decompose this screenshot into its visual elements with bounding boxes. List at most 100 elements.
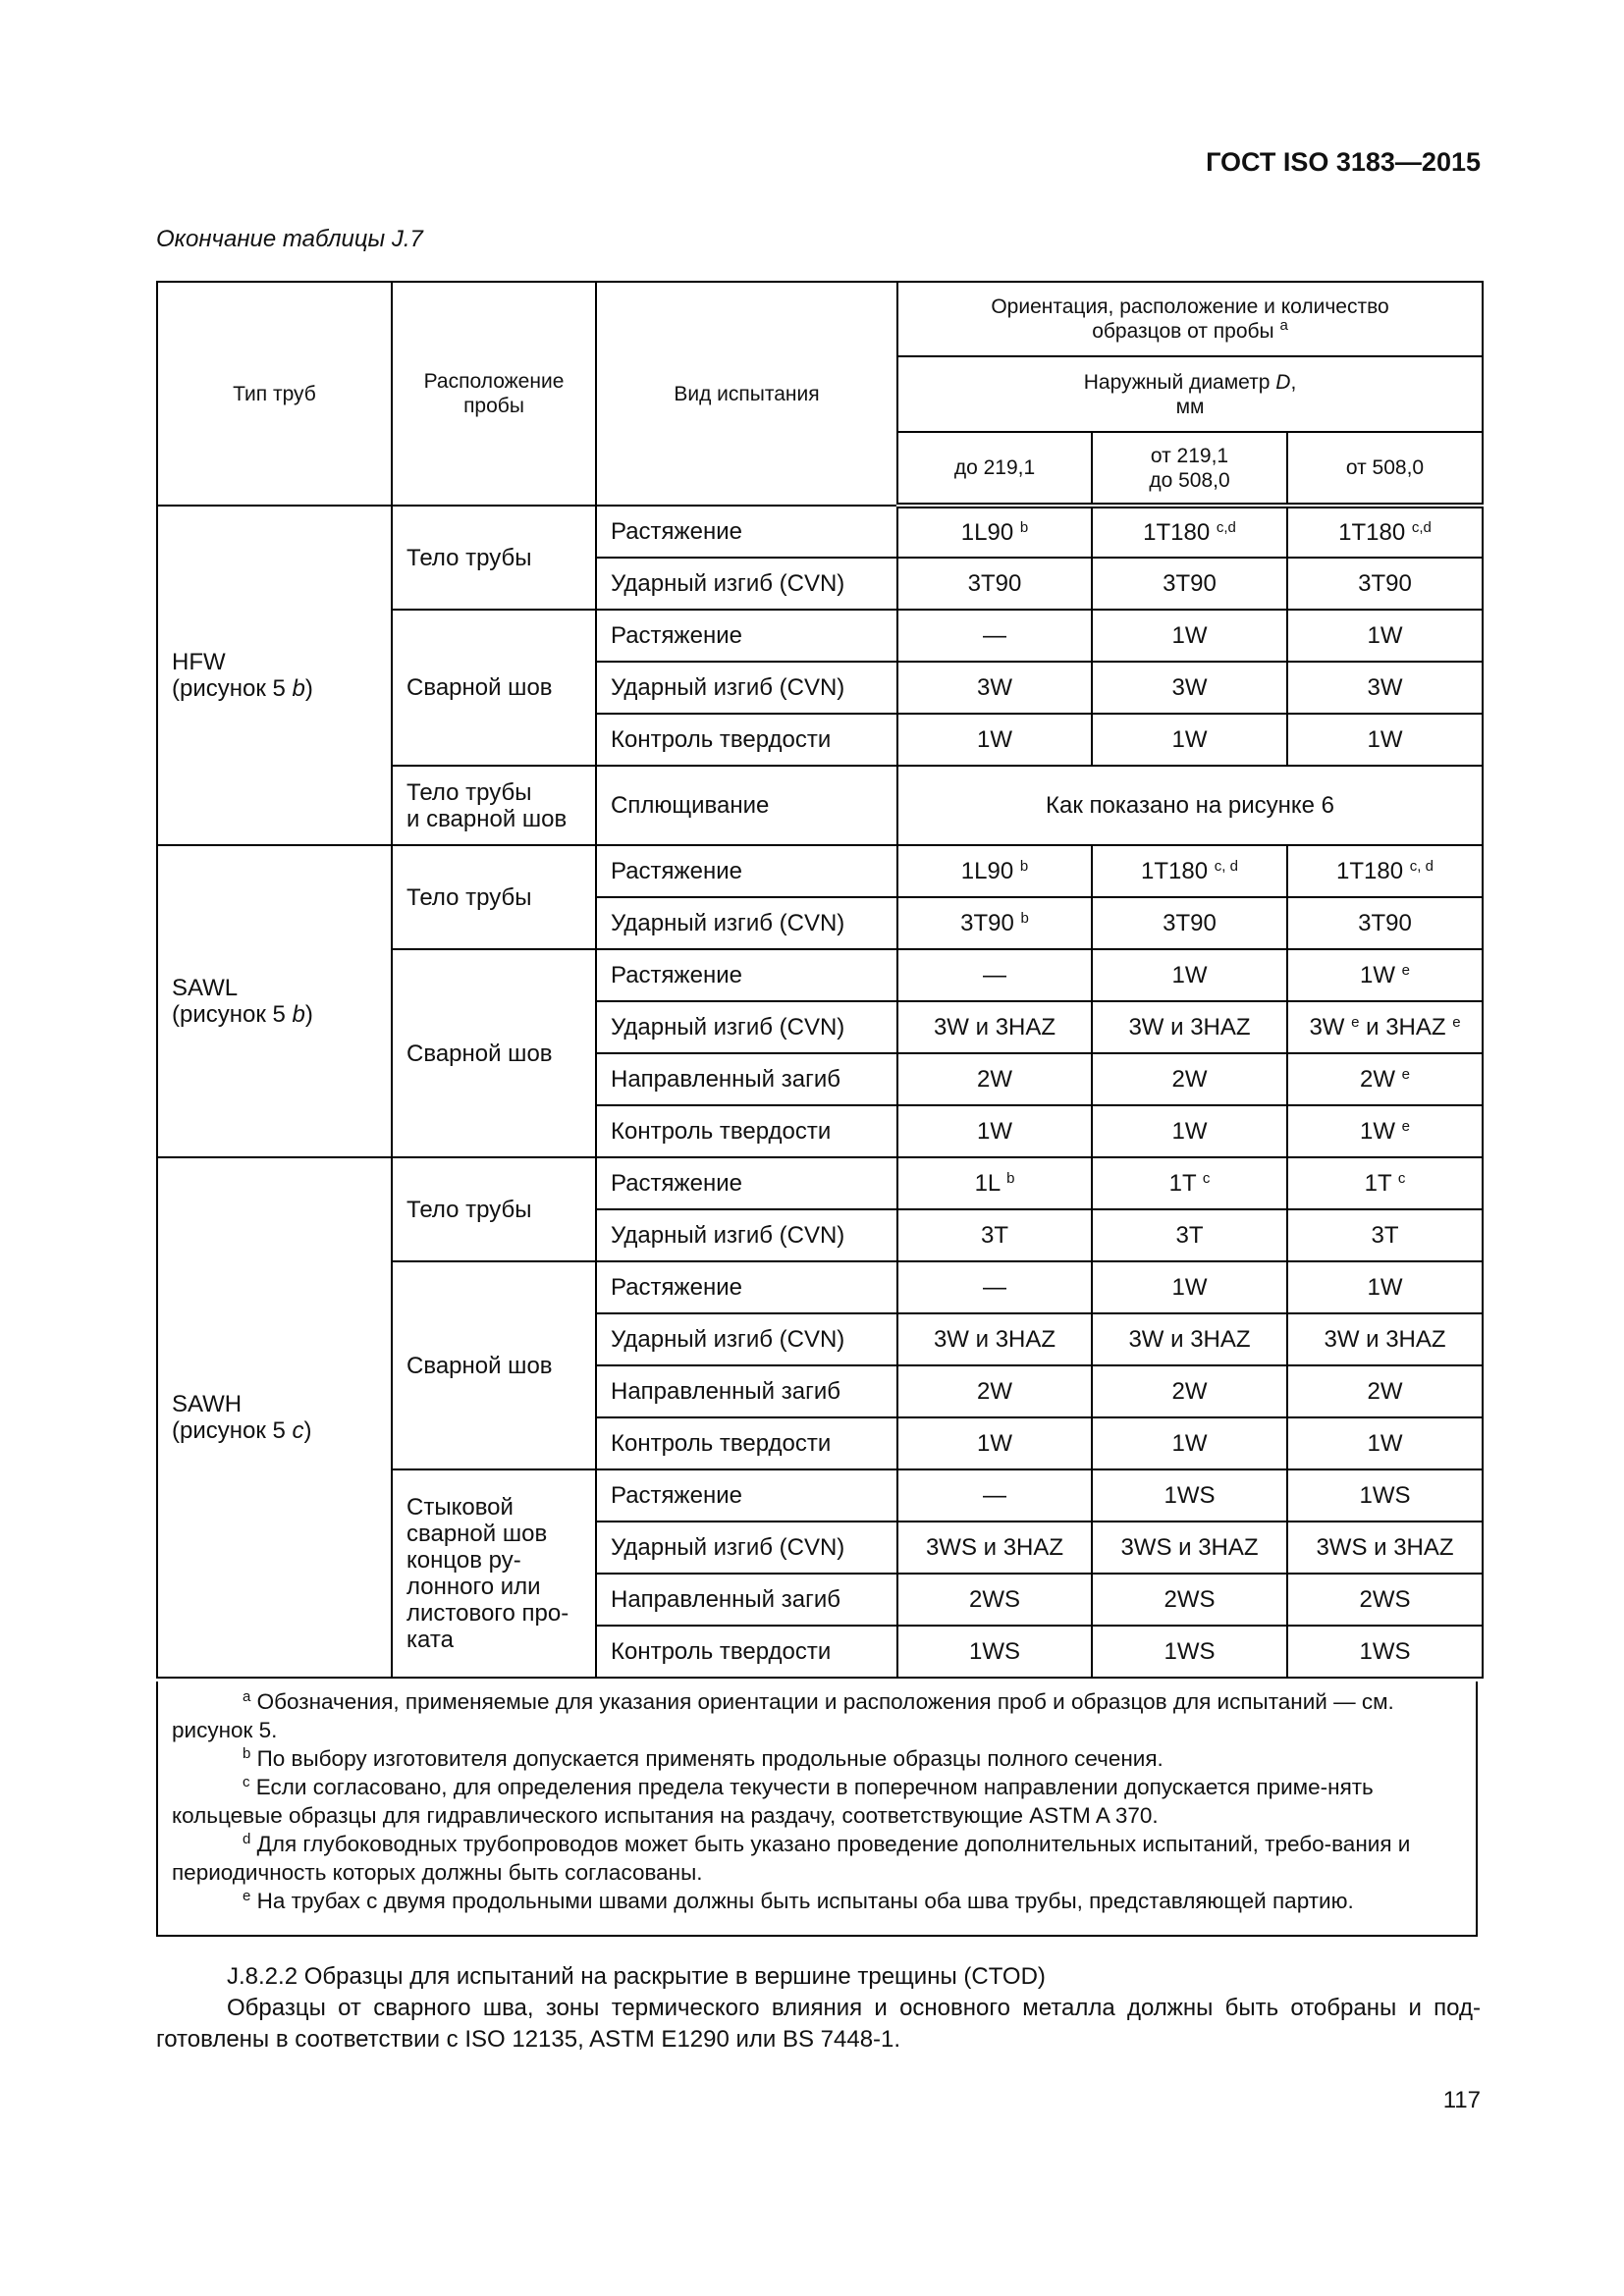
footnote-ref: c,d [1411, 519, 1432, 536]
value-text: 3T [980, 1222, 1008, 1249]
specimen-value: — [896, 948, 1093, 1002]
footnote-ref: e [1401, 1066, 1411, 1083]
sample-location: Тело трубы [391, 1156, 597, 1262]
specimen-value: 3W [1285, 661, 1485, 715]
figure-ref-letter: c [292, 1417, 304, 1444]
value-text: 3W и 3HAZ [1324, 1326, 1446, 1353]
value-text: 3T90 [1358, 910, 1412, 936]
table-row: Направленный загиб 2W 2W 2W [157, 1364, 1485, 1418]
footnote-text: На трубах с двумя продольными швами долж… [256, 1889, 1354, 1913]
specimen-value: 3W [1091, 661, 1288, 715]
table-row: Направленный загиб 2W 2W 2W e [157, 1052, 1485, 1106]
value-text: 1W [977, 1118, 1012, 1145]
value-text: 3W [1171, 674, 1208, 701]
value-text: 1L90 [960, 519, 1014, 546]
value-text: 1T [1168, 1170, 1197, 1197]
value-text: 1W [977, 726, 1012, 753]
table-row: Контроль твердости 1W 1W 1W [157, 713, 1485, 767]
value-text: 2WS [1359, 1586, 1411, 1613]
footnote-ref: c, d [1409, 858, 1434, 875]
value-text: 3W [977, 674, 1012, 701]
specimen-value: 2WS [1091, 1573, 1288, 1627]
test-type: Ударный изгиб (CVN) [595, 557, 898, 611]
value-text: — [983, 1482, 1006, 1509]
table-row: Тело трубы и сварной шов Сплющивание Как п… [157, 765, 1485, 846]
specimen-value: 1WS [896, 1625, 1093, 1679]
value-text: — [983, 962, 1006, 988]
test-type: Растяжение [595, 1156, 898, 1210]
figure-ref: (рисунок 5 b) [172, 1001, 377, 1028]
specimen-value: 3T90 [1285, 896, 1485, 950]
value-text: — [983, 1274, 1006, 1301]
specimen-value: 3W и 3HAZ [1091, 1312, 1288, 1366]
value-text: 1WS [1359, 1482, 1411, 1509]
specimen-value: 1WS [1285, 1468, 1485, 1522]
footnote-mark: e [243, 1888, 251, 1904]
specimen-value: — [896, 1468, 1093, 1522]
test-type: Контроль твердости [595, 1104, 898, 1158]
value-text: 3T [1371, 1222, 1399, 1249]
test-type: Направленный загиб [595, 1573, 898, 1627]
specimen-value: 2W [1285, 1364, 1485, 1418]
footnote-text: По выбору изготовителя допускается приме… [256, 1746, 1164, 1771]
specimen-value: 1WS [1285, 1625, 1485, 1679]
sample-location: Тело трубы [391, 505, 597, 611]
pipe-type-cell: SAWH (рисунок 5 c) [156, 1156, 393, 1679]
test-type: Ударный изгиб (CVN) [595, 1521, 898, 1575]
test-type: Контроль твердости [595, 1416, 898, 1470]
specimen-value: 1WS [1091, 1625, 1288, 1679]
test-type: Контроль твердости [595, 1625, 898, 1679]
value-text: 3W [1309, 1014, 1345, 1041]
value-text: 1T [1364, 1170, 1392, 1197]
specimen-value: 1W [896, 1416, 1093, 1470]
figure-ref-suffix: ) [303, 1417, 312, 1444]
test-type: Ударный изгиб (CVN) [595, 896, 898, 950]
header-diameter: Наружный диаметр D, мм [895, 355, 1485, 433]
figure-ref-prefix: (рисунок 5 [172, 1417, 293, 1444]
specimen-value: 1L90 b [896, 505, 1093, 559]
specimen-value: 2WS [896, 1573, 1093, 1627]
specimen-value: 3W и 3HAZ [1285, 1312, 1485, 1366]
footnote: e На трубах с двумя продольными швами до… [172, 1887, 1462, 1915]
sample-location: Тело трубы и сварной шов [391, 765, 597, 846]
value-text: 1WS [1359, 1638, 1411, 1665]
specimen-value: 1W e [1285, 948, 1485, 1002]
table-row: Контроль твердости 1W 1W 1W e [157, 1104, 1485, 1158]
specimen-value: 3WS и 3HAZ [896, 1521, 1093, 1575]
value-text: 1W [1360, 962, 1395, 988]
section-paragraph: Образцы от сварного шва, зоны термическо… [156, 1995, 1481, 2053]
header-diameter-prefix: Наружный диаметр [1083, 370, 1276, 394]
specimen-value: 3T [896, 1208, 1093, 1262]
value-text: 3T90 [1163, 910, 1217, 936]
value-text: 1W [1367, 1430, 1403, 1457]
table-row: Ударный изгиб (CVN) 3T90 b 3T90 3T90 [157, 896, 1485, 950]
test-type: Контроль твердости [595, 713, 898, 767]
specimen-value: 2W [896, 1052, 1093, 1106]
value-text: 1W [1171, 962, 1208, 988]
specimen-value: 3W и 3HAZ [896, 1000, 1093, 1054]
specimen-value: 1W [1285, 713, 1485, 767]
test-type: Растяжение [595, 844, 898, 898]
footnote-ref: e [1452, 1014, 1461, 1031]
footnote-mark: b [243, 1745, 251, 1762]
value-text: 1T180 [1336, 858, 1404, 884]
specimen-value: 1L90 b [896, 844, 1093, 898]
table-continuation-caption: Окончание таблицы J.7 [156, 226, 423, 252]
test-type: Ударный изгиб (CVN) [595, 1000, 898, 1054]
figure-ref-prefix: (рисунок 5 [172, 675, 293, 702]
value-text: 2W [1171, 1378, 1208, 1405]
sample-location: Тело трубы [391, 844, 597, 950]
specimen-value: 2W [1091, 1052, 1288, 1106]
table-row: Ударный изгиб (CVN) 3W и 3HAZ 3W и 3HAZ 3W … [157, 1000, 1485, 1054]
specimen-value: 1W e [1285, 1104, 1485, 1158]
specimen-value: 1W [1285, 1260, 1485, 1314]
specimen-value: 3W e и 3HAZ e [1285, 1000, 1485, 1054]
value-text: 1T180 [1338, 519, 1406, 546]
value-text: 3W и 3HAZ [933, 1014, 1056, 1041]
value-text: 1W [1367, 1274, 1403, 1301]
header-diameter-suffix: , мм [1175, 370, 1297, 418]
value-text: 2W [1367, 1378, 1403, 1405]
sample-location: Сварной шов [391, 948, 597, 1158]
value-text: 3WS и 3HAZ [1120, 1534, 1259, 1561]
specimen-value: 2WS [1285, 1573, 1485, 1627]
